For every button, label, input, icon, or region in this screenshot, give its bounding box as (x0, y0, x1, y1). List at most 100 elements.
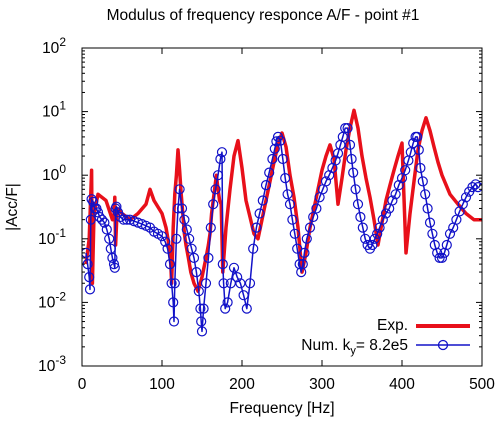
series-num-point (271, 136, 282, 147)
series-num-point (160, 236, 171, 247)
series-num-point (222, 297, 233, 308)
series-num-point (121, 214, 132, 225)
series-num-point (387, 195, 398, 206)
series-num-point (472, 182, 482, 193)
legend-label-num: Num. ky= 8.2e5 (301, 337, 408, 357)
series-num-point (196, 316, 207, 327)
series-num-point (166, 278, 177, 289)
series-num-point (218, 278, 229, 289)
series-num-point (232, 272, 243, 283)
series-num-point (390, 189, 401, 200)
series-num-point (188, 252, 200, 263)
series-num-point (111, 201, 122, 212)
series-num-point (156, 231, 168, 242)
series-num-point (460, 192, 472, 203)
series-num-point (417, 176, 428, 187)
y-tick-label: 10-1 (38, 226, 66, 248)
series-num-point (282, 189, 293, 200)
series-num-point (109, 262, 120, 273)
series-num-point (191, 267, 202, 278)
series-num-point (441, 239, 452, 251)
series-num-point (355, 211, 366, 223)
series-num-point (176, 203, 188, 214)
series-num-point (235, 278, 246, 289)
series-exp-line (84, 108, 482, 293)
series-num-point (348, 167, 359, 178)
series-num-point (413, 144, 424, 155)
series-num-point (304, 222, 316, 233)
series-num-point (412, 131, 423, 142)
series-num-point (205, 222, 216, 233)
series-num-point (171, 233, 182, 244)
x-tick-label: 100 (149, 376, 175, 393)
series-num-point (320, 176, 332, 187)
series-num-point (299, 247, 310, 258)
series-num-point (350, 184, 361, 195)
y-tick-label: 102 (42, 35, 66, 57)
series-num-point (208, 199, 219, 210)
y-axis-label: |Acc/F| (4, 183, 21, 231)
series-layer (82, 108, 482, 337)
legend: Exp. Num. ky= 8.2e5 (301, 317, 470, 357)
series-num-point (289, 228, 300, 239)
series-num-point (198, 303, 209, 314)
series-num-point (212, 170, 224, 181)
legend-label-num-suffix: = 8.2e5 (356, 337, 408, 354)
series-num-point (424, 217, 436, 228)
series-num-point (101, 224, 112, 235)
series-num-point (377, 214, 388, 225)
series-num-point (467, 182, 478, 193)
series-num-point (181, 224, 192, 235)
series-num-point (275, 135, 286, 146)
y-tick-label: 101 (42, 99, 66, 121)
series-num-point (104, 233, 115, 244)
legend-label-exp: Exp. (377, 317, 408, 334)
series-num-point (427, 228, 438, 239)
y-tick-label: 10-2 (38, 289, 66, 311)
series-num-point (248, 243, 259, 254)
y-tick-label: 10-3 (38, 353, 66, 375)
series-num-point (174, 184, 185, 195)
series-num-point (172, 203, 184, 214)
series-num-point (284, 199, 296, 210)
series-num-point (241, 303, 252, 314)
series-num-point (251, 222, 262, 233)
series-num-point (168, 297, 179, 308)
series-num-point (352, 199, 364, 210)
series-num-point (115, 211, 126, 223)
series-num-point (297, 259, 308, 270)
series-num-point (216, 147, 228, 158)
series-num-point (84, 284, 96, 295)
x-tick-label: 300 (309, 376, 335, 393)
series-num-point (196, 326, 208, 337)
series-num-point (238, 290, 249, 301)
series-num-point (195, 303, 206, 314)
series-num-point (99, 217, 110, 228)
x-tick-label: 200 (229, 376, 255, 393)
series-num-point (301, 233, 312, 244)
series-num-point (184, 233, 195, 244)
series-num-point (257, 195, 268, 206)
series-num-point (344, 139, 356, 150)
series-num-point (203, 252, 214, 263)
x-tick-label: 400 (389, 376, 415, 393)
series-num-point (311, 203, 322, 214)
legend-label-num-sub: y (350, 345, 356, 357)
series-num-point (108, 259, 120, 270)
series-num-point (217, 259, 228, 270)
series-num-point (200, 278, 212, 289)
series-num-point (422, 203, 433, 214)
series-num-point (118, 214, 129, 225)
series-num-point (193, 286, 204, 297)
series-num-point (264, 167, 275, 178)
series-num-point (82, 247, 92, 258)
series-num-point (296, 267, 307, 278)
series-num-point (330, 155, 341, 166)
series-num-point (380, 208, 392, 219)
series-num-point (277, 153, 288, 165)
series-num-point (215, 153, 226, 165)
series-num-point (164, 259, 176, 270)
series-num-point (415, 162, 426, 174)
x-axis-label: Frequency [Hz] (229, 400, 334, 417)
series-num-point (294, 259, 305, 270)
